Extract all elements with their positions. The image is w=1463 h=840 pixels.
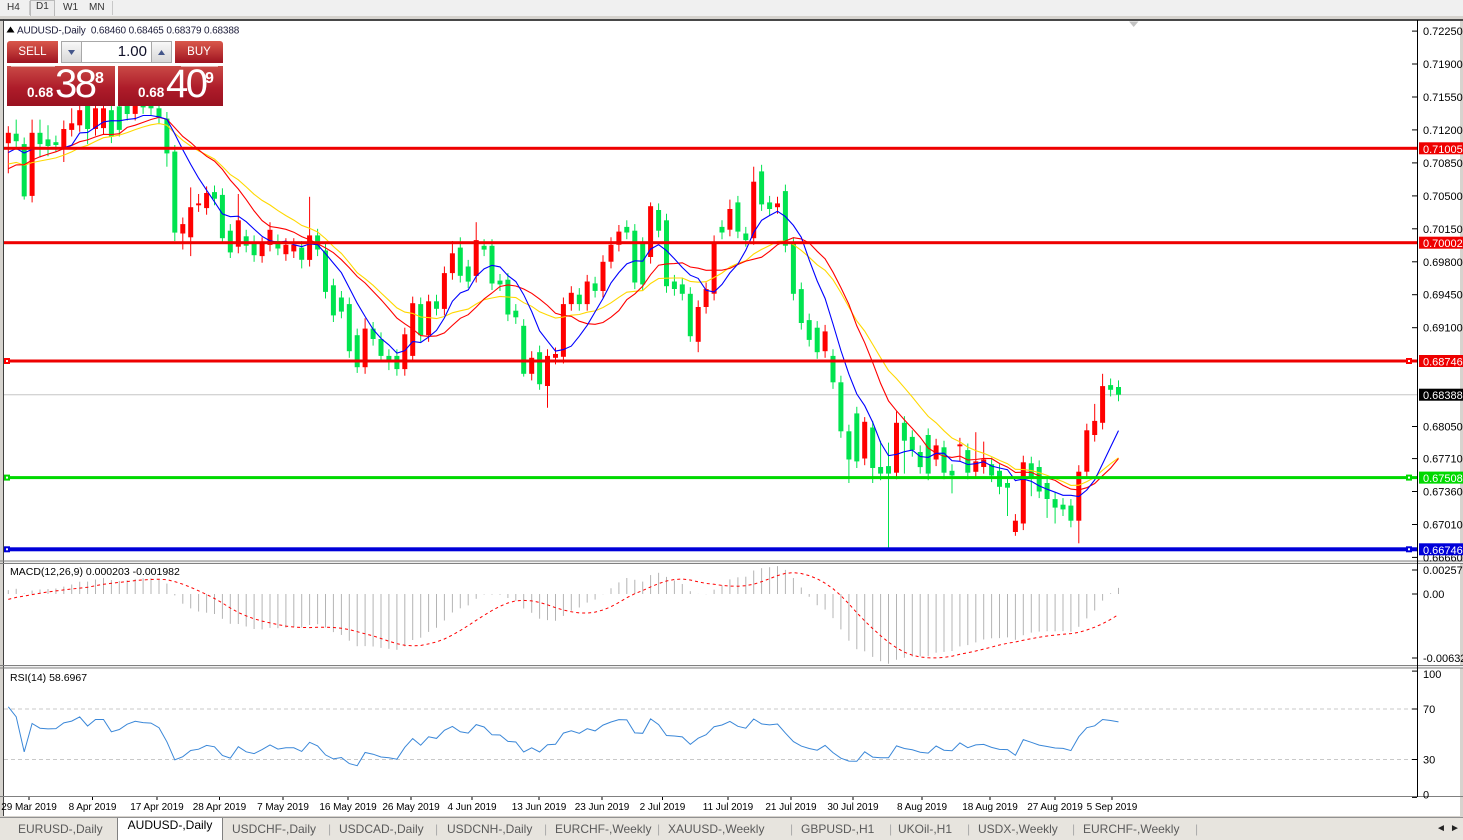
svg-text:0.71550: 0.71550 [1423,92,1463,104]
svg-text:0.67010: 0.67010 [1423,520,1463,532]
svg-text:0.66746: 0.66746 [1423,545,1463,557]
svg-text:7 May 2019: 7 May 2019 [257,802,309,813]
svg-text:0.67360: 0.67360 [1423,487,1463,499]
svg-text:4 Jun 2019: 4 Jun 2019 [448,802,497,813]
svg-text:27 Aug 2019: 27 Aug 2019 [1027,802,1083,813]
svg-text:2 Jul 2019: 2 Jul 2019 [640,802,686,813]
svg-text:26 May 2019: 26 May 2019 [382,802,440,813]
svg-text:0.70850: 0.70850 [1423,158,1463,170]
svg-text:5 Sep 2019: 5 Sep 2019 [1087,802,1138,813]
svg-text:0.70002: 0.70002 [1423,238,1463,250]
svg-text:0.69100: 0.69100 [1423,323,1463,335]
svg-text:8 Apr 2019: 8 Apr 2019 [69,802,117,813]
svg-text:0.70500: 0.70500 [1423,191,1463,203]
svg-text:17 Apr 2019: 17 Apr 2019 [130,802,184,813]
svg-text:28 Apr 2019: 28 Apr 2019 [193,802,247,813]
svg-text:23 Jun 2019: 23 Jun 2019 [575,802,630,813]
svg-text:30: 30 [1423,755,1435,767]
svg-text:0.72250: 0.72250 [1423,26,1463,38]
svg-text:21 Jul 2019: 21 Jul 2019 [765,802,817,813]
svg-text:0.00: 0.00 [1423,589,1444,601]
svg-text:30 Jul 2019: 30 Jul 2019 [827,802,879,813]
svg-text:RSI(14) 58.6967: RSI(14) 58.6967 [10,672,87,684]
svg-text:0.68050: 0.68050 [1423,422,1463,434]
svg-text:0: 0 [1423,789,1429,801]
svg-text:13 Jun 2019: 13 Jun 2019 [512,802,567,813]
svg-text:MACD(12,26,9) 0.000203 -0.0019: MACD(12,26,9) 0.000203 -0.001982 [10,566,180,578]
svg-text:-0.006326: -0.006326 [1423,653,1463,665]
svg-text:0.71005: 0.71005 [1423,144,1463,156]
svg-text:0.69800: 0.69800 [1423,257,1463,269]
svg-text:0.71900: 0.71900 [1423,59,1463,71]
svg-text:AUDUSD-,Daily 0.68460 0.68465: AUDUSD-,Daily 0.68460 0.68465 0.68379 0.… [17,26,240,37]
svg-text:100: 100 [1423,669,1441,681]
svg-text:0.70150: 0.70150 [1423,224,1463,236]
svg-text:0.69450: 0.69450 [1423,290,1463,302]
svg-text:0.68388: 0.68388 [1423,390,1463,402]
svg-text:0.68746: 0.68746 [1423,357,1463,369]
svg-text:0.66660: 0.66660 [1423,552,1463,564]
svg-text:0.002574: 0.002574 [1423,565,1463,577]
svg-text:18 Aug 2019: 18 Aug 2019 [962,802,1018,813]
svg-text:11 Jul 2019: 11 Jul 2019 [703,802,754,813]
svg-text:8 Aug 2019: 8 Aug 2019 [897,802,948,813]
svg-text:0.71200: 0.71200 [1423,125,1463,137]
svg-text:29 Mar 2019: 29 Mar 2019 [1,802,57,813]
svg-text:0.67710: 0.67710 [1423,454,1463,466]
svg-text:16 May 2019: 16 May 2019 [319,802,377,813]
svg-text:70: 70 [1423,704,1435,716]
svg-text:0.67508: 0.67508 [1423,473,1463,485]
